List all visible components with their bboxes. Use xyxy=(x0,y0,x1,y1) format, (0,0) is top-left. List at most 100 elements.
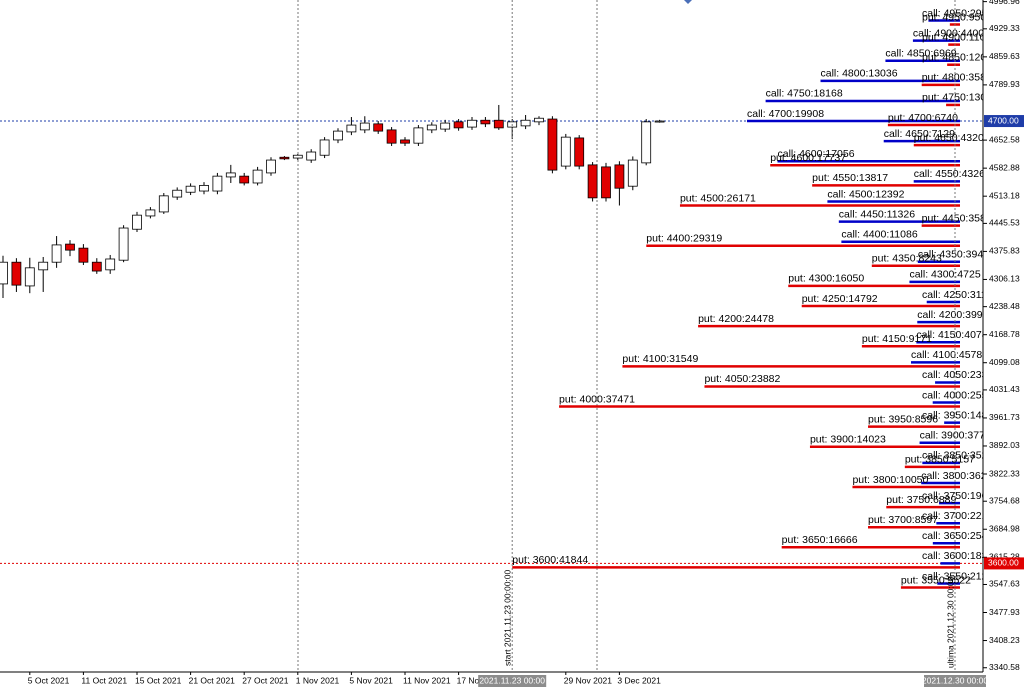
call-oi-label: call: 4050:2330 xyxy=(922,369,993,381)
candle-body xyxy=(480,119,491,125)
y-tick-label: 4652.58 xyxy=(989,134,1020,144)
y-tick-label: 4929.33 xyxy=(989,23,1020,33)
put-oi-label: put: 4000:37471 xyxy=(559,393,635,405)
candle-body xyxy=(319,139,330,156)
y-tick-label: 3547.63 xyxy=(989,579,1020,589)
end-date-bg xyxy=(924,675,986,687)
candle-body xyxy=(560,136,571,167)
put-oi-label: put: 4950:950 xyxy=(922,11,986,23)
highlight-date-bg xyxy=(478,675,547,687)
candle-body xyxy=(306,151,317,161)
call-oi-label: call: 3850:3520 xyxy=(922,450,993,462)
candle-body xyxy=(574,137,585,167)
y-tick-label: 3615.28 xyxy=(989,552,1020,562)
candle-body xyxy=(346,124,357,133)
y-tick-label: 4168.78 xyxy=(989,329,1020,339)
y-tick-label: 3408.23 xyxy=(989,635,1020,645)
highlight-date: 2021.11.23 00:00 xyxy=(479,675,545,685)
candle-body xyxy=(373,123,384,132)
put-oi-label: put: 3750:6889 xyxy=(886,494,956,506)
call-oi-label: call: 4200:3993 xyxy=(917,309,988,321)
put-oi-label: put: 3650:16666 xyxy=(782,534,858,546)
level-label: 4700.00 xyxy=(988,115,1019,125)
call-oi-label: call: 3600:1830 xyxy=(922,550,993,562)
marker-icon xyxy=(684,0,692,4)
call-oi-label: call: 3700:2210 xyxy=(922,510,993,522)
y-tick-label: 4582.88 xyxy=(989,162,1020,172)
candle-body xyxy=(534,117,544,123)
put-oi-label: put: 4050:23882 xyxy=(704,373,780,385)
y-tick-label: 3961.73 xyxy=(989,412,1020,422)
put-oi-label: put: 4200:24478 xyxy=(698,313,774,325)
call-oi-label: call: 4800:13036 xyxy=(821,68,898,80)
candle-body xyxy=(654,120,665,123)
call-oi-label: call: 4450:11326 xyxy=(839,208,915,220)
put-oi-label: put: 3850:5157 xyxy=(905,454,975,466)
candle-body xyxy=(493,119,504,129)
candle-body xyxy=(105,258,116,271)
y-tick-label: 3754.68 xyxy=(989,495,1020,505)
call-oi-label: call: 4950:2950 xyxy=(922,7,993,19)
put-oi-label: put: 4700:6740 xyxy=(888,112,958,124)
candle-body xyxy=(158,195,169,213)
put-oi-label: put: 4450:3584 xyxy=(922,212,992,224)
x-tick-label: 11 Nov 2021 xyxy=(403,675,451,685)
put-oi-label: put: 4850:1200 xyxy=(922,52,992,64)
x-tick-label: 5 Oct 2021 xyxy=(28,675,70,685)
level-label-bg xyxy=(984,557,1024,570)
candle-body xyxy=(641,121,652,164)
candle-body xyxy=(614,164,625,189)
call-oi-label: call: 4600:17056 xyxy=(778,148,855,160)
call-oi-label: call: 3800:3626 xyxy=(921,470,992,482)
call-oi-label: call: 4550:4326 xyxy=(914,168,985,180)
y-tick-label: 3684.98 xyxy=(989,523,1020,533)
y-tick-label: 3892.03 xyxy=(989,440,1020,450)
level-label-bg xyxy=(984,115,1024,128)
x-tick-label: 15 Oct 2021 xyxy=(135,675,182,685)
x-tick-label: 5 Nov 2021 xyxy=(349,675,393,685)
candle-body xyxy=(400,139,410,144)
candle-body xyxy=(333,130,343,141)
candle-body xyxy=(225,172,236,178)
call-oi-label: call: 3950:1480 xyxy=(922,409,993,421)
candle-body xyxy=(413,127,424,144)
candle-body xyxy=(440,122,451,130)
put-oi-label: put: 4150:9171 xyxy=(862,333,932,345)
candle-body xyxy=(359,122,370,131)
candle-body xyxy=(467,119,477,128)
candle-body xyxy=(132,214,142,230)
candle-body xyxy=(172,189,183,198)
put-oi-label: put: 3550:5522 xyxy=(901,574,971,586)
y-tick-label: 4859.63 xyxy=(989,51,1020,61)
candle-body xyxy=(38,261,49,271)
candle-body xyxy=(65,243,75,251)
y-tick-label: 4789.93 xyxy=(989,79,1020,89)
put-oi-label: put: 3950:8596 xyxy=(868,413,938,425)
put-oi-label: put: 3700:8597 xyxy=(868,514,938,526)
x-tick-label: 29 Nov 2021 xyxy=(564,675,612,685)
put-oi-label: put: 4500:26171 xyxy=(680,192,756,204)
candle-body xyxy=(587,164,598,199)
candle-body xyxy=(212,175,223,192)
candle-body xyxy=(11,261,22,286)
candle-body xyxy=(292,154,303,159)
y-tick-label: 3340.58 xyxy=(989,662,1020,672)
call-oi-label: call: 3550:2120 xyxy=(922,570,993,582)
y-tick-label: 4238.48 xyxy=(989,301,1020,311)
candle-body xyxy=(118,227,129,261)
put-oi-label: put: 4250:14792 xyxy=(802,293,878,305)
candle-body xyxy=(24,267,35,287)
x-tick-label: 1 Nov 2021 xyxy=(296,675,340,685)
level-label: 3600.00 xyxy=(988,558,1019,568)
candle-body xyxy=(185,185,196,193)
put-oi-label: put: 4300:16050 xyxy=(788,273,864,285)
call-oi-label: call: 3650:2540 xyxy=(922,530,993,542)
call-oi-label: call: 3900:3779 xyxy=(920,430,991,442)
end-date: 2021.12.30 00:00 xyxy=(922,675,988,685)
y-tick-label: 4099.08 xyxy=(989,357,1020,367)
put-oi-label: put: 4750:1300 xyxy=(922,92,992,104)
candle-body xyxy=(520,119,531,127)
y-tick-label: 4306.13 xyxy=(989,274,1020,284)
